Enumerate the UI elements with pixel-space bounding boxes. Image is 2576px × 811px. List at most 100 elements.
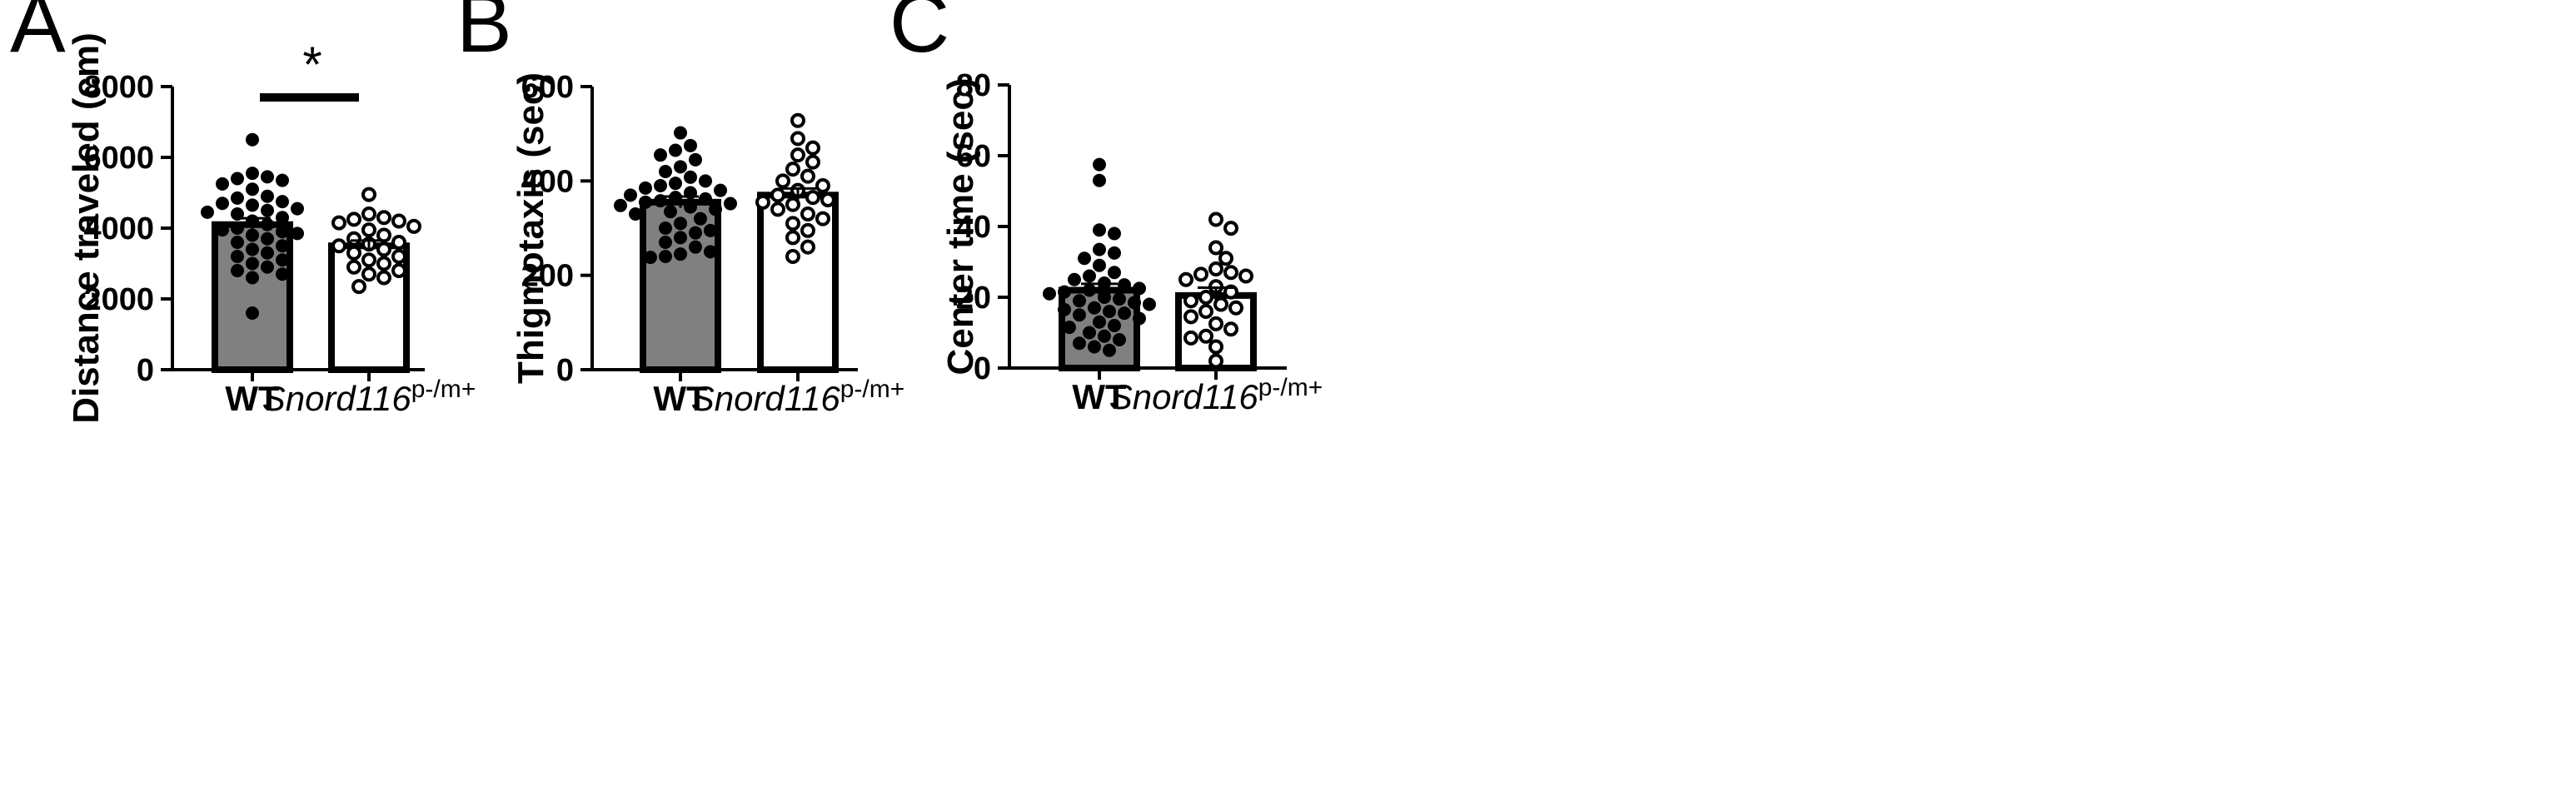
data-point <box>815 211 830 226</box>
data-point <box>1083 283 1096 297</box>
y-tick-label: 8000 <box>83 70 154 105</box>
panel-c: C Center time (sec)0 20 40 60 80 WTSnord116p-/… <box>889 0 1323 416</box>
data-point <box>1223 284 1238 300</box>
data-point <box>246 132 259 147</box>
data-point <box>276 225 289 239</box>
data-point <box>684 170 697 184</box>
data-point <box>790 147 805 163</box>
data-point <box>689 152 702 167</box>
data-point <box>276 239 289 253</box>
y-tick-label: 20 <box>956 281 991 316</box>
data-point <box>1078 251 1091 266</box>
data-point <box>361 187 376 202</box>
data-point <box>261 189 274 203</box>
data-point <box>216 197 229 211</box>
data-point <box>1208 316 1223 331</box>
data-point <box>406 218 421 234</box>
data-point <box>291 226 304 241</box>
data-point <box>805 140 820 156</box>
data-point <box>391 235 406 250</box>
data-point <box>1108 266 1121 280</box>
data-point <box>674 231 687 245</box>
data-point <box>361 266 376 282</box>
data-point <box>669 177 682 191</box>
data-point <box>639 181 652 195</box>
data-point <box>820 192 835 207</box>
data-point <box>246 198 259 212</box>
data-point <box>1073 294 1086 308</box>
data-point <box>1218 251 1233 266</box>
data-point <box>261 217 274 231</box>
data-point <box>785 249 800 264</box>
data-point <box>276 195 289 209</box>
data-point <box>1058 302 1071 316</box>
data-point <box>1093 242 1106 256</box>
data-point <box>770 187 785 203</box>
data-point <box>684 138 697 152</box>
y-tick-label: 6000 <box>83 141 154 176</box>
data-point <box>1208 353 1223 369</box>
data-point <box>261 231 274 246</box>
data-point <box>659 250 672 263</box>
y-tick-label: 60 <box>956 139 991 174</box>
data-point <box>659 165 672 178</box>
data-point <box>689 226 702 240</box>
data-point <box>674 216 687 231</box>
data-point <box>689 240 702 254</box>
y-axis-label: Distance traveled (cm) <box>66 32 107 424</box>
data-point <box>629 207 642 221</box>
data-point <box>654 179 667 192</box>
data-point <box>231 172 244 186</box>
data-point <box>800 222 815 238</box>
data-point <box>346 231 361 246</box>
data-point <box>361 252 376 268</box>
data-point <box>674 160 687 174</box>
data-point <box>674 247 687 261</box>
data-point <box>684 200 697 214</box>
data-point <box>1063 321 1076 335</box>
data-point <box>376 210 391 226</box>
data-point <box>246 271 259 285</box>
data-point <box>664 205 677 219</box>
data-point <box>246 306 259 320</box>
data-point <box>391 213 406 229</box>
data-point <box>790 131 805 147</box>
data-point <box>1128 296 1141 310</box>
data-point <box>331 238 346 254</box>
data-point <box>361 206 376 221</box>
data-point <box>1183 330 1198 346</box>
data-point <box>1223 321 1238 337</box>
data-point <box>346 245 361 261</box>
y-tick-label: 2000 <box>83 282 154 317</box>
data-point <box>246 256 259 271</box>
data-point <box>1208 240 1223 256</box>
data-point <box>201 205 214 219</box>
data-point <box>1093 315 1106 329</box>
y-tick-label: 80 <box>956 68 991 103</box>
data-point <box>216 223 229 237</box>
data-point <box>1213 296 1228 312</box>
y-tick-label: 40 <box>956 210 991 245</box>
data-point <box>391 249 406 264</box>
data-point <box>1143 297 1156 311</box>
x-tick-label: Snord116p-/m+ <box>262 376 476 418</box>
data-point <box>1223 221 1238 236</box>
panel-letter: A <box>10 0 66 70</box>
data-point <box>755 194 770 210</box>
data-point <box>1108 319 1121 332</box>
data-point <box>261 260 274 274</box>
data-point <box>231 250 244 263</box>
data-point <box>1103 343 1116 357</box>
data-point <box>1083 269 1096 283</box>
data-point <box>1103 305 1116 318</box>
data-point <box>261 246 274 260</box>
data-point <box>699 174 712 188</box>
data-point <box>800 206 815 221</box>
data-point <box>1183 293 1198 309</box>
data-point <box>805 190 820 206</box>
data-point <box>1183 309 1198 325</box>
data-point <box>704 223 717 237</box>
data-point <box>1068 272 1081 286</box>
